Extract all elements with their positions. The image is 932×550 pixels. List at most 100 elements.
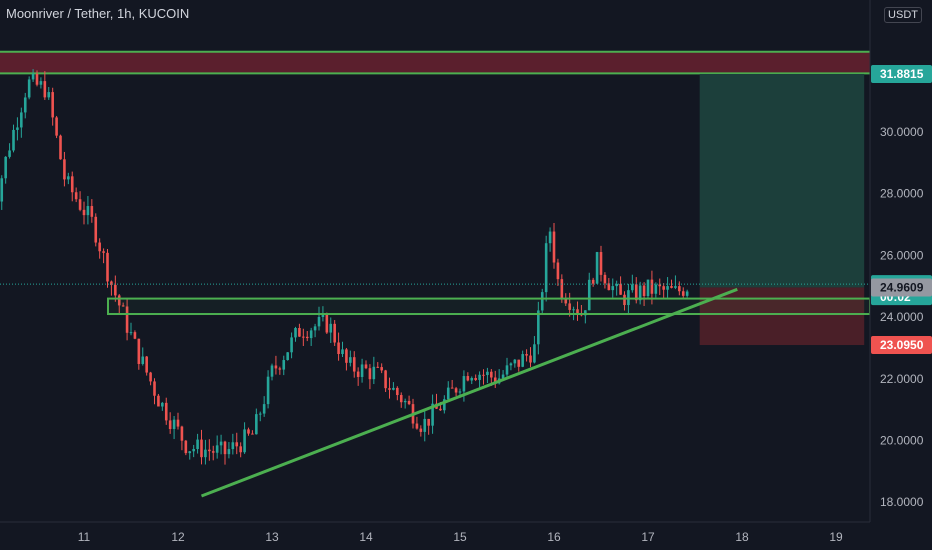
candle-body — [509, 363, 513, 366]
candle-body — [493, 377, 497, 384]
entry-price-tag-bg — [871, 278, 932, 297]
candle-body — [603, 274, 607, 284]
candle-body — [454, 388, 458, 393]
price-axis-ticks: 18.0000 20.0000 22.0000 24.0000 26.0000 28.00… — [880, 125, 924, 509]
target-price-tag-bg — [871, 64, 932, 83]
candle-body — [149, 372, 152, 382]
candle-body — [12, 129, 15, 151]
candle-body — [55, 117, 58, 136]
candle-body — [211, 451, 215, 453]
candle-body — [86, 206, 90, 216]
candle-body — [450, 387, 454, 389]
candle-body — [396, 387, 399, 396]
candle-body — [8, 150, 11, 157]
candle-body — [192, 449, 195, 452]
symbol-title: Moonriver / Tether, 1h, KUCOIN — [6, 6, 190, 21]
candle-body — [407, 400, 411, 405]
long-position-stop-zone — [699, 287, 865, 346]
candlestick-series — [0, 69, 689, 465]
candle-body — [63, 159, 66, 180]
candle-body — [231, 442, 235, 450]
time-tick-label: 11 — [78, 530, 91, 544]
candle-body — [70, 176, 74, 193]
candle-body — [251, 433, 254, 435]
target-price-tag: 31.8815 — [880, 67, 924, 81]
candle-body — [403, 400, 407, 403]
candle-body — [525, 354, 528, 356]
candle-body — [446, 387, 450, 400]
candle-body — [380, 367, 383, 371]
candle-body — [223, 441, 227, 455]
candle-body — [321, 314, 325, 317]
candle-body — [39, 81, 43, 85]
candle-body — [376, 366, 380, 368]
candle-body — [333, 323, 336, 343]
candle-body — [587, 279, 591, 311]
candle-body — [47, 92, 51, 98]
candle-body — [67, 176, 70, 180]
candle-body — [255, 414, 258, 435]
entry-price-tag: 24.9609 — [880, 280, 924, 294]
candle-body — [121, 305, 125, 307]
stop-price-tag-bg — [871, 336, 932, 355]
time-tick-label: 18 — [735, 530, 749, 544]
candle-body — [599, 252, 603, 275]
candle-body — [262, 404, 266, 414]
candle-body — [646, 279, 650, 297]
candle-body — [290, 337, 293, 353]
candle-body — [137, 338, 141, 364]
candle-body — [258, 413, 262, 415]
drawing-overlays-layer — [107, 287, 871, 498]
candle-body — [544, 243, 548, 293]
candle-body — [35, 73, 39, 85]
candle-body — [31, 73, 35, 80]
candle-body — [505, 365, 509, 375]
candle-body — [548, 231, 552, 244]
candle-body — [654, 284, 658, 294]
candle-body — [106, 252, 109, 282]
candle-body — [595, 252, 599, 284]
candle-body — [176, 419, 180, 427]
candle-body — [43, 81, 47, 98]
support-zone — [107, 297, 871, 316]
candle-body — [172, 419, 176, 430]
candle-body — [329, 323, 333, 333]
candle-body — [98, 242, 101, 252]
candle-body — [458, 391, 462, 393]
candle-body — [431, 403, 434, 426]
candle-body — [474, 378, 477, 380]
candle-body — [368, 368, 372, 380]
price-tick-label: 22.0000 — [880, 372, 924, 386]
candle-body — [309, 330, 313, 339]
candle-body — [51, 92, 54, 118]
stop-price-tag: 23.0950 — [880, 338, 924, 352]
candle-body — [337, 342, 340, 355]
candle-body — [239, 446, 242, 453]
candle-body — [372, 366, 376, 380]
candle-body — [427, 418, 430, 426]
currency-badge[interactable]: USDT — [884, 7, 922, 23]
candle-body — [666, 286, 669, 290]
candle-body — [670, 286, 673, 288]
time-tick-label: 12 — [171, 530, 185, 544]
candle-body — [564, 298, 568, 304]
candle-body — [415, 423, 419, 429]
candle-body — [529, 355, 532, 363]
candle-body — [540, 292, 544, 311]
candle-body — [227, 449, 231, 455]
candle-body — [611, 286, 615, 291]
candle-body — [537, 310, 540, 345]
candle-body — [631, 284, 634, 291]
drawing-zones-layer — [0, 50, 870, 346]
candle-body — [384, 370, 387, 389]
candle-body — [615, 283, 618, 287]
candle-body — [184, 440, 188, 454]
candle-body — [215, 445, 219, 453]
candle-body — [419, 428, 423, 432]
candle-body — [623, 294, 626, 306]
candle-body — [23, 97, 27, 113]
candle-body — [208, 449, 211, 452]
time-tick-label: 17 — [641, 530, 655, 544]
candle-body — [153, 381, 156, 396]
